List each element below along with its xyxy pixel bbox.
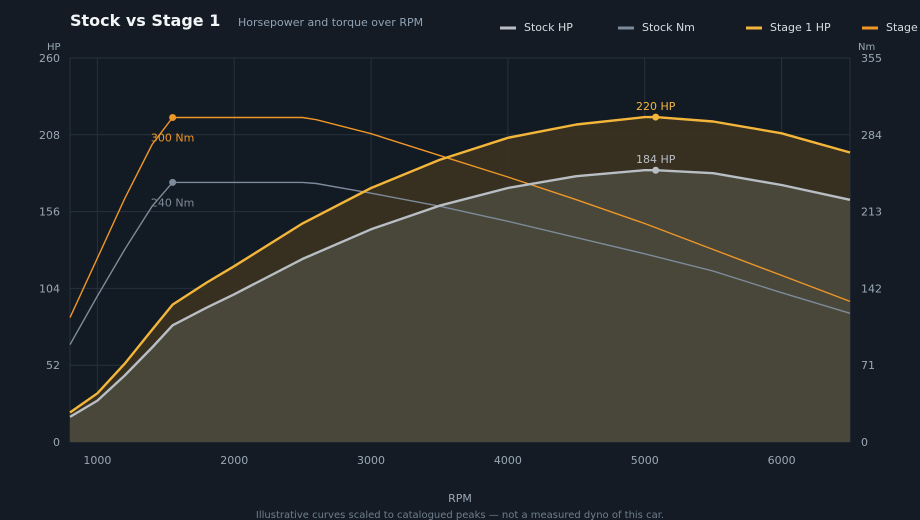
peak-label-stock-hp: 184 HP [636, 153, 676, 166]
y-right-tick-label: 71 [861, 359, 875, 372]
x-tick-label: 5000 [631, 454, 659, 467]
x-tick-label: 4000 [494, 454, 522, 467]
y-left-tick-label: 52 [46, 359, 60, 372]
area-fills [70, 117, 850, 442]
line-stage-1-nm [69, 116, 851, 318]
y-axis-right-unit: Nm [858, 42, 875, 53]
x-axis-ticks: 1000 2000 3000 4000 5000 6000 [83, 454, 795, 467]
x-tick-label: 3000 [357, 454, 385, 467]
line-stock-nm [69, 181, 851, 345]
x-tick-label: 6000 [768, 454, 796, 467]
area-stock-hp [70, 170, 850, 442]
y-left-tick-label: 208 [39, 129, 60, 142]
y-right-tick-label: 355 [861, 52, 882, 65]
peak-label-stage-1-nm: 300 Nm [151, 131, 194, 144]
x-tick-label: 1000 [83, 454, 111, 467]
chart-subtitle: Horsepower and torque over RPM [238, 16, 423, 29]
legend: Stock HP Stock Nm Stage 1 HP Stage 1 Nm [500, 21, 920, 34]
peak-marker-stage-1-nm [169, 113, 177, 121]
legend-label-stage-1-nm: Stage 1 Nm [886, 21, 920, 34]
peak-marker-stock-nm [169, 178, 177, 186]
chart-title: Stock vs Stage 1 [70, 11, 220, 30]
y-axis-right-ticks: 0 71 142 213 284 355 [861, 52, 882, 449]
peak-label-stock-nm: 240 Nm [151, 196, 194, 209]
footnote: Illustrative curves scaled to catalogued… [256, 510, 664, 520]
y-right-tick-label: 213 [861, 206, 882, 219]
x-tick-label: 2000 [220, 454, 248, 467]
peak-marker-stage-1-hp [652, 113, 660, 121]
y-axis-left-unit: HP [47, 42, 61, 53]
series-lines [69, 115, 851, 418]
y-left-tick-label: 0 [53, 436, 60, 449]
legend-label-stage-1-hp: Stage 1 HP [770, 21, 831, 34]
y-right-tick-label: 0 [861, 436, 868, 449]
legend-label-stock-hp: Stock HP [524, 21, 573, 34]
y-right-tick-label: 284 [861, 129, 882, 142]
y-left-tick-label: 104 [39, 282, 60, 295]
y-axis-left-ticks: 0 52 104 156 208 260 [39, 52, 60, 449]
y-right-tick-label: 142 [861, 282, 882, 295]
y-left-tick-label: 260 [39, 52, 60, 65]
legend-label-stock-nm: Stock Nm [642, 21, 695, 34]
line-stage-1-hp [69, 115, 851, 414]
line-stock-hp [69, 169, 851, 418]
peak-marker-stock-hp [652, 166, 660, 174]
peak-markers: 220 HP 184 HP 300 Nm 240 Nm [151, 100, 676, 209]
peak-label-stage-1-hp: 220 HP [636, 100, 676, 113]
y-left-tick-label: 156 [39, 206, 60, 219]
x-axis-title: RPM [448, 492, 472, 505]
